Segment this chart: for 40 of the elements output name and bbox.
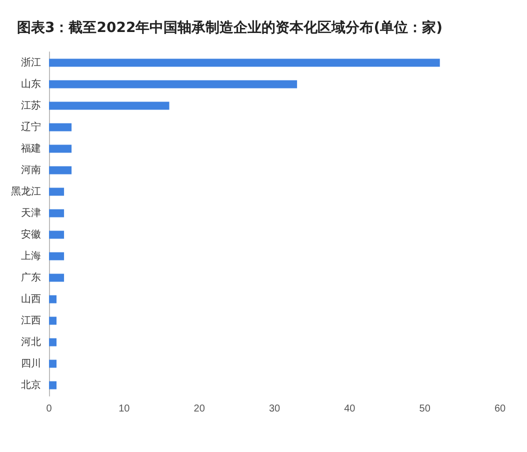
x-tick-label: 0 (46, 404, 52, 414)
y-tick-label: 河北 (21, 336, 41, 348)
bar (49, 381, 57, 390)
bar (49, 295, 57, 304)
y-tick-label: 浙江 (21, 56, 41, 68)
y-tick-label: 上海 (21, 250, 41, 262)
bar (49, 316, 57, 325)
bar (49, 252, 64, 260)
y-tick-label: 江西 (21, 314, 41, 326)
y-tick-label: 山西 (21, 292, 41, 305)
y-tick-label: 北京 (21, 378, 41, 391)
bar (49, 102, 170, 110)
y-tick-label: 河南 (21, 164, 41, 176)
bar (49, 338, 57, 346)
y-tick-label: 江苏 (21, 99, 41, 112)
y-tick-label: 黑龙江 (11, 185, 41, 198)
y-tick-label: 广东 (21, 271, 41, 284)
x-tick-label: 60 (494, 404, 506, 414)
bar (49, 144, 72, 153)
bar (49, 123, 72, 132)
x-tick-label: 40 (344, 404, 356, 414)
y-tick-label: 天津 (21, 206, 41, 219)
bar (49, 209, 64, 218)
bar (49, 58, 440, 67)
bar (49, 230, 64, 239)
x-tick-label: 20 (194, 404, 206, 414)
x-tick-label: 30 (268, 404, 280, 414)
y-tick-label: 安徽 (21, 228, 41, 240)
chart-title: 图表3：截至2022年中国轴承制造企业的资本化区域分布(单位：家) (17, 19, 443, 36)
bar (49, 188, 64, 196)
y-tick-label: 四川 (21, 357, 41, 370)
y-tick-label: 辽宁 (21, 120, 41, 133)
bar (49, 274, 64, 282)
x-tick-label: 50 (419, 404, 431, 414)
y-tick-label: 山东 (21, 78, 41, 90)
bar (49, 360, 57, 368)
bar (49, 80, 298, 88)
x-tick-label: 10 (118, 404, 130, 414)
bar (49, 166, 72, 174)
y-tick-label: 福建 (21, 142, 41, 154)
